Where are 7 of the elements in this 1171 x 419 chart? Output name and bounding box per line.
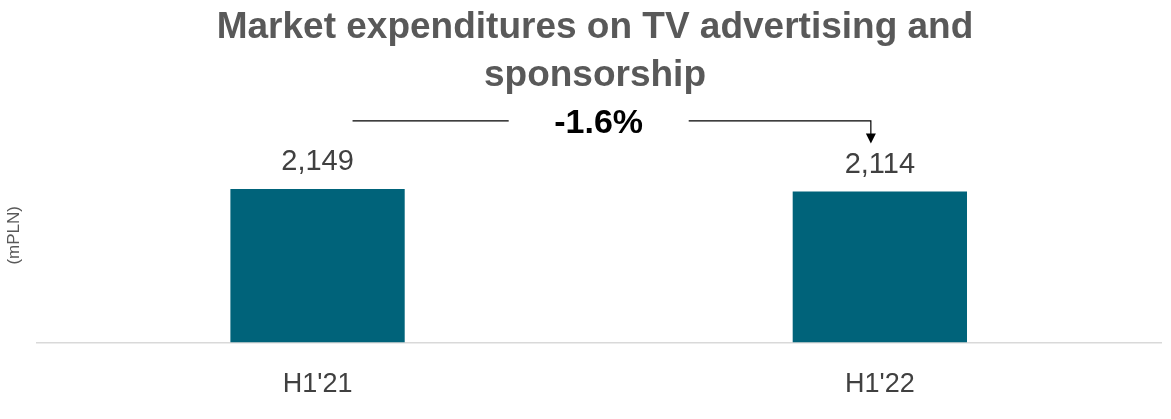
x-tick-label: H1'21 — [282, 368, 353, 399]
x-tick-label: H1'22 — [845, 368, 915, 399]
chart-title: Market expenditures on TV advertising and sponsorship — [215, 4, 975, 96]
y-axis-title: (mPLN) — [3, 206, 23, 265]
data-label: 2,149 — [281, 144, 354, 177]
text: -1.6% — [554, 101, 644, 141]
data-label: 2,114 — [844, 146, 916, 179]
